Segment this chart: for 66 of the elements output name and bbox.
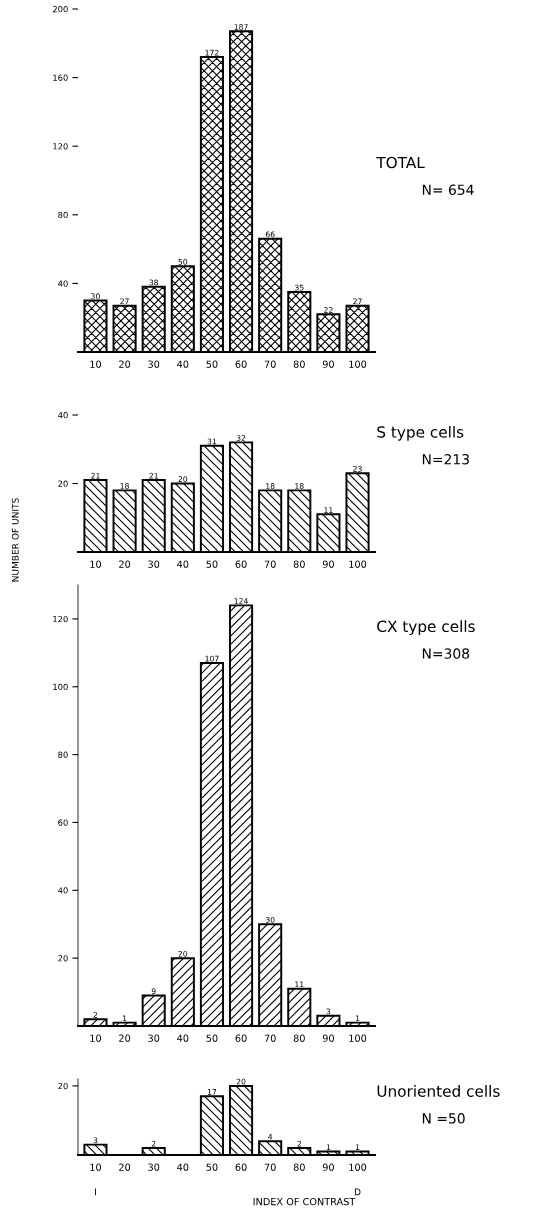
- text: N= 654: [422, 184, 474, 196]
- x-tick-label: 30: [148, 1163, 160, 1171]
- x-tick-label: 100: [349, 1163, 367, 1171]
- x-tick-label: 90: [322, 360, 334, 368]
- x-tick-label: 70: [264, 360, 276, 368]
- text: I: [95, 1188, 96, 1196]
- x-tick-label: 100: [349, 560, 367, 568]
- text: CX type cells: [377, 620, 475, 636]
- x-tick-label: 10: [90, 1034, 102, 1042]
- x-tick-label: 50: [206, 360, 218, 368]
- x-tick-label: 40: [177, 1034, 189, 1042]
- x-tick-label: 70: [264, 1163, 276, 1171]
- y-tick-label: 20: [58, 955, 68, 962]
- x-tick-label: 50: [206, 1034, 218, 1042]
- x-tick-label: 90: [322, 560, 334, 568]
- x-tick-label: 20: [119, 360, 131, 368]
- y-tick-label: 20: [58, 480, 68, 487]
- y-tick-label: 80: [58, 751, 68, 758]
- x-tick-label: 100: [349, 360, 367, 368]
- x-tick-label: 80: [293, 1034, 305, 1042]
- y-tick-label: 20: [58, 1082, 68, 1090]
- x-tick-label: 20: [119, 1163, 131, 1171]
- x-tick-label: 10: [90, 560, 102, 568]
- x-tick-label: 90: [322, 1034, 334, 1042]
- x-tick-label: 20: [119, 560, 131, 568]
- y-tick-label: 120: [53, 615, 68, 623]
- x-tick-label: 80: [293, 360, 305, 368]
- text: N=308: [422, 648, 470, 659]
- x-tick-label: 40: [177, 560, 189, 568]
- x-axis-title: INDEX OF CONTRAST: [253, 1197, 356, 1206]
- y-tick-label: 80: [58, 211, 68, 219]
- y-tick-label: 160: [53, 74, 68, 81]
- text: Unoriented cells: [377, 1085, 500, 1097]
- x-tick-label: 70: [264, 560, 276, 568]
- x-tick-label: 60: [235, 360, 247, 368]
- text: N =50: [422, 1113, 465, 1124]
- x-tick-label: 60: [235, 1034, 247, 1042]
- x-tick-label: 40: [177, 1163, 189, 1171]
- text: TOTAL: [376, 156, 425, 169]
- y-tick-label: 100: [53, 683, 68, 691]
- x-tick-label: 80: [293, 1163, 305, 1171]
- x-tick-label: 60: [235, 560, 247, 568]
- text: S type cells: [377, 425, 464, 441]
- x-tick-label: 20: [119, 1034, 131, 1042]
- y-tick-label: 40: [58, 887, 68, 894]
- x-tick-label: 30: [148, 360, 160, 368]
- y-tick-label: 40: [58, 411, 68, 419]
- x-tick-label: 60: [235, 1163, 247, 1171]
- text: N=213: [422, 453, 469, 465]
- y-tick-label: 40: [58, 280, 68, 287]
- y-axis-title: NUMBER OF UNITS: [11, 498, 19, 582]
- text: D: [354, 1188, 361, 1196]
- x-tick-label: 90: [322, 1163, 334, 1171]
- x-tick-label: 100: [349, 1034, 367, 1042]
- y-tick-label: 120: [53, 143, 68, 150]
- x-tick-label: 50: [206, 560, 218, 568]
- x-tick-label: 40: [177, 360, 189, 368]
- x-tick-label: 10: [90, 1163, 102, 1171]
- x-tick-label: 10: [90, 360, 102, 368]
- y-tick-label: 200: [52, 5, 68, 13]
- x-tick-label: 80: [293, 560, 305, 568]
- y-tick-label: 60: [58, 819, 68, 826]
- x-tick-label: 50: [206, 1163, 218, 1171]
- x-tick-label: 30: [148, 1034, 160, 1042]
- x-tick-label: 70: [264, 1034, 276, 1042]
- x-tick-label: 30: [148, 560, 160, 568]
